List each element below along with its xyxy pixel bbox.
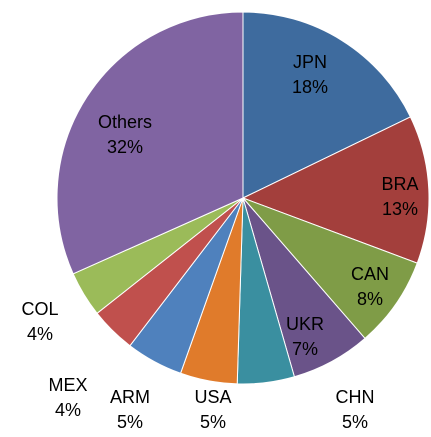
- pie-slice: [242, 11, 412, 199]
- slice-value: 5%: [117, 412, 143, 432]
- slice-label: UKR: [286, 314, 324, 334]
- slice-label: COL: [21, 299, 58, 319]
- slice-value: 4%: [55, 400, 81, 420]
- pie-slice: [56, 11, 244, 275]
- slice-label: MEX: [48, 375, 87, 395]
- slice-label: USA: [194, 387, 231, 407]
- slice-label: BRA: [381, 174, 418, 194]
- slice-value: 7%: [292, 339, 318, 359]
- pie-slice: [242, 197, 418, 340]
- slice-value: 4%: [27, 324, 53, 344]
- slice-label: ARM: [110, 387, 150, 407]
- slice-value: 5%: [342, 412, 368, 432]
- slice-value: 18%: [292, 77, 328, 97]
- slice-value: 32%: [107, 137, 143, 157]
- slice-value: 13%: [382, 199, 418, 219]
- slice-value: 5%: [200, 412, 226, 432]
- slice-value: 8%: [357, 289, 383, 309]
- slice-label: CAN: [351, 264, 389, 284]
- slice-label: Others: [98, 112, 152, 132]
- slice-label: CHN: [336, 387, 375, 407]
- pie-slice: [241, 116, 430, 264]
- slice-label: JPN: [293, 52, 327, 72]
